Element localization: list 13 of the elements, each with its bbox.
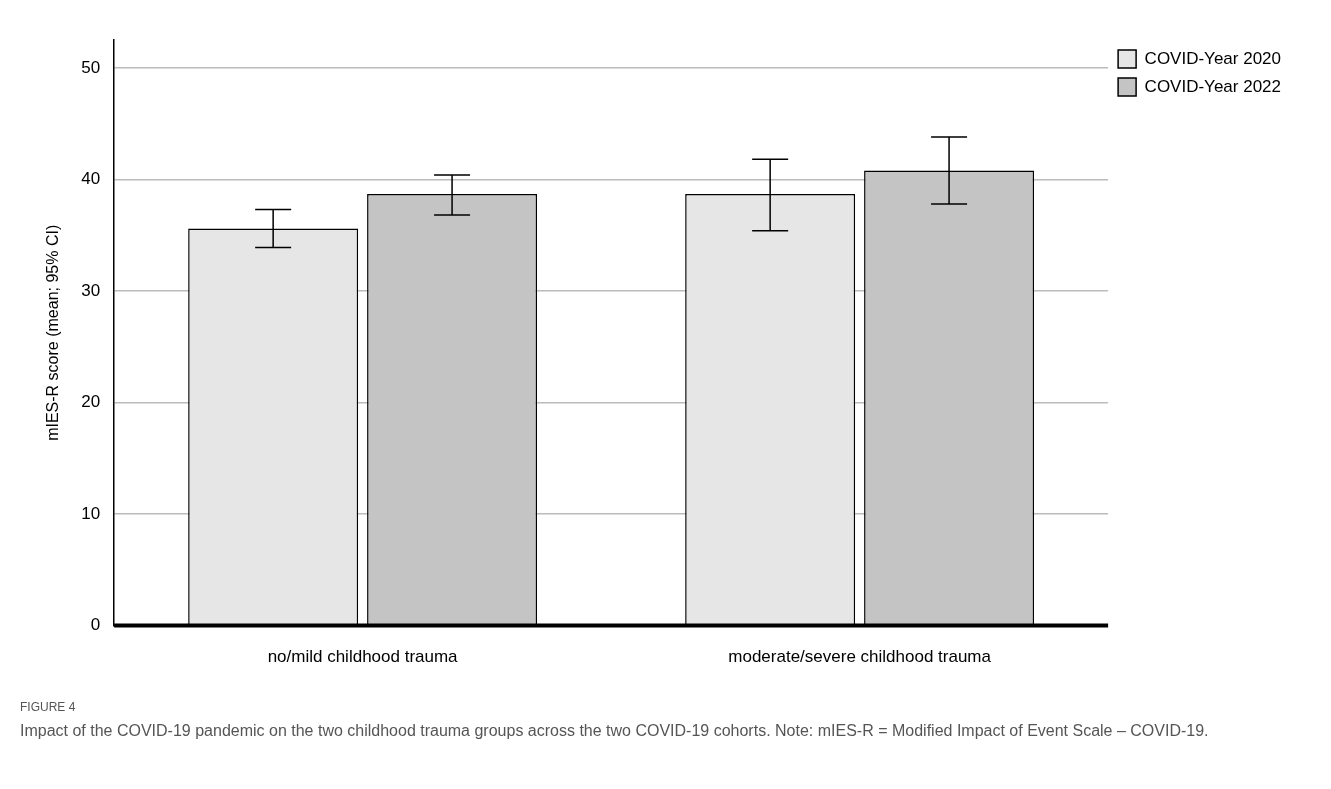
caption: FIGURE 4 [20, 700, 77, 714]
y-tick-label: 0 [90, 615, 101, 635]
y-tick-label: 40 [81, 169, 101, 189]
x-tick-label: moderate/severe childhood trauma [728, 647, 992, 667]
y-axis-title: mIES-R score (mean; 95% CI) [44, 224, 62, 441]
legend-label: COVID-Year 2022 [1144, 76, 1281, 96]
legend-label: COVID-Year 2020 [1144, 48, 1281, 68]
y-tick-label: 20 [81, 392, 101, 412]
y-tick-label: 50 [81, 57, 101, 77]
text: Impact of the COVID-19 pandemic on the two childhood trauma groups across the two COVID-19 cohorts. Note: mIES-R = Modified Impact of Event Scale – COVID-19. [20, 721, 1210, 741]
y-tick-label: 30 [81, 280, 101, 300]
x-tick-label: no/mild childhood trauma [267, 647, 459, 667]
y-tick-label: 10 [81, 503, 101, 523]
